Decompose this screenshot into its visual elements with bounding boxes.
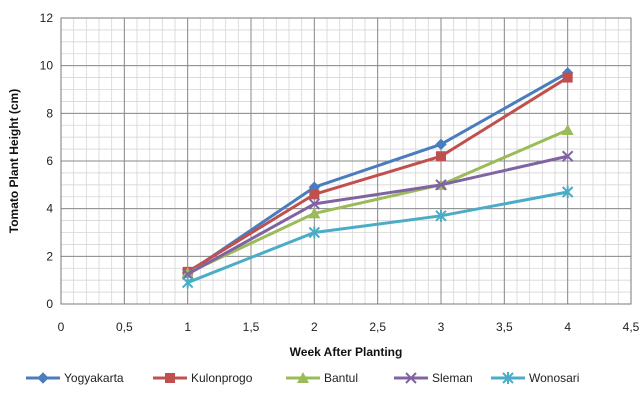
legend-marker-sleman [405, 372, 417, 384]
x-axis-title: Week After Planting [290, 345, 403, 359]
data-point-bantul [308, 207, 321, 219]
data-point-sleman [181, 268, 194, 280]
y-tick-label: 4 [46, 202, 53, 216]
series-line-wonosari [187, 190, 568, 284]
series-line-sleman [186, 154, 568, 276]
legend-marker-wonosari [502, 372, 514, 384]
legend-label-bantul: Bantul [324, 371, 358, 385]
data-point-kulonprogo [309, 189, 320, 200]
legend-marker-yogyakarta [37, 372, 49, 384]
y-axis-ticks: 0 2 4 6 8 10 12 [40, 11, 54, 311]
legend-label-yogyakarta: Yogyakarta [64, 371, 124, 385]
x-tick-label: 0,5 [116, 320, 133, 334]
legend-label-wonosari: Wonosari [529, 371, 579, 385]
y-tick-label: 12 [40, 11, 54, 25]
series-line-yogyakarta [186, 71, 569, 275]
data-point-wonosari [181, 276, 194, 289]
legend-item-kulonprogo: Kulonprogo [153, 371, 253, 385]
series-sleman [181, 150, 574, 280]
x-tick-label: 2,5 [369, 320, 386, 334]
data-point-sleman [435, 179, 447, 191]
y-tick-label: 8 [46, 106, 53, 120]
y-tick-label: 6 [46, 154, 53, 168]
series-line-bantul [187, 128, 569, 275]
legend-label-sleman: Sleman [432, 371, 473, 385]
x-tick-label: 1,5 [243, 320, 260, 334]
data-point-bantul [561, 124, 574, 136]
x-tick-label: 4 [564, 320, 571, 334]
legend-marker-bantul [297, 372, 309, 383]
plot-frame [60, 17, 632, 305]
y-axis-title: Tomato Plant Height (cm) [7, 89, 21, 233]
legend-item-yogyakarta: Yogyakarta [26, 371, 124, 385]
series-layer [181, 67, 574, 289]
plot-area-border [60, 17, 632, 305]
x-tick-label: 3,5 [496, 320, 513, 334]
data-point-wonosari [435, 209, 447, 222]
data-point-sleman [561, 150, 574, 162]
legend-marker-kulonprogo [165, 373, 175, 383]
data-point-kulonprogo [562, 72, 573, 83]
series-line-kulonprogo [186, 76, 569, 274]
x-tick-label: 1 [184, 320, 191, 334]
data-point-sleman [308, 198, 321, 210]
legend-item-sleman: Sleman [394, 371, 473, 385]
data-point-wonosari [561, 185, 574, 198]
x-tick-label: 4,5 [623, 320, 640, 334]
series-wonosari [181, 185, 574, 289]
y-tick-label: 0 [46, 297, 53, 311]
data-point-yogyakarta [435, 138, 447, 151]
data-point-wonosari [308, 226, 321, 239]
y-tick-label: 10 [40, 59, 54, 73]
x-tick-label: 0 [58, 320, 65, 334]
data-point-kulonprogo [436, 151, 446, 162]
legend-label-kulonprogo: Kulonprogo [191, 371, 253, 385]
legend-item-wonosari: Wonosari [491, 371, 579, 385]
x-axis-ticks: 0 0,5 1 1,5 2 2,5 3 3,5 4 4,5 [58, 320, 640, 334]
x-tick-label: 2 [311, 320, 318, 334]
legend-item-bantul: Bantul [286, 371, 358, 385]
x-tick-label: 3 [438, 320, 445, 334]
legend: Yogyakarta Kulonprogo Bantul Sleman Wonosari [26, 371, 579, 385]
y-tick-label: 2 [46, 249, 53, 263]
